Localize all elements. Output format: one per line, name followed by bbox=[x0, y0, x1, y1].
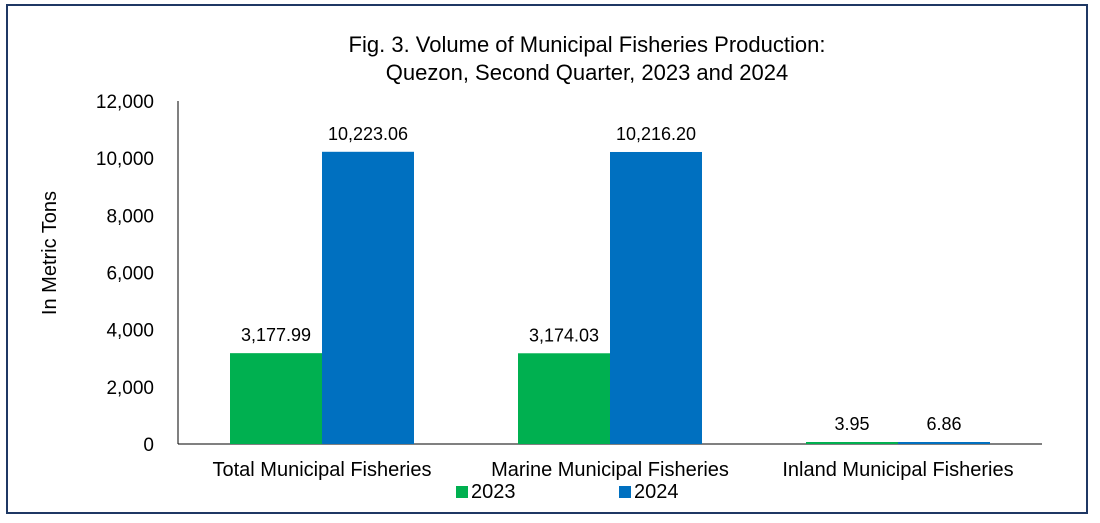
legend-label: 2024 bbox=[634, 481, 679, 503]
y-axis: 0 2,000 4,000 6,000 8,000 10,000 12,000 bbox=[96, 92, 1042, 456]
x-category-label: Inland Municipal Fisheries bbox=[782, 459, 1013, 481]
data-label: 3,177.99 bbox=[241, 325, 311, 345]
bar-2023-2 bbox=[806, 442, 898, 444]
bar-2024-2 bbox=[898, 442, 990, 444]
y-tick-label: 2,000 bbox=[106, 378, 154, 399]
bar-2023-1 bbox=[518, 353, 610, 444]
y-axis-label: In Metric Tons bbox=[39, 191, 61, 315]
y-tick-label: 12,000 bbox=[96, 92, 154, 113]
data-label: 6.86 bbox=[926, 414, 961, 434]
legend-swatch-2023 bbox=[456, 486, 468, 498]
data-label: 10,223.06 bbox=[328, 124, 408, 144]
bars bbox=[230, 151, 990, 445]
legend-swatch-2024 bbox=[619, 486, 631, 498]
y-tick-label: 8,000 bbox=[106, 206, 154, 227]
data-label: 3,174.03 bbox=[529, 325, 599, 345]
data-label: 3.95 bbox=[834, 414, 869, 434]
data-labels: 3,177.99 10,223.06 3,174.03 10,216.20 3.95 6.… bbox=[241, 124, 962, 434]
bar-2024-0 bbox=[322, 151, 414, 444]
chart-title: Fig. 3. Volume of Municipal Fisheries Pr… bbox=[349, 32, 826, 85]
y-tick-label: 10,000 bbox=[96, 149, 154, 170]
y-tick-label: 0 bbox=[143, 435, 154, 456]
x-category-label: Marine Municipal Fisheries bbox=[491, 459, 729, 481]
data-label: 10,216.20 bbox=[616, 124, 696, 144]
chart-title-line: Quezon, Second Quarter, 2023 and 2024 bbox=[386, 60, 788, 85]
x-category-label: Total Municipal Fisheries bbox=[213, 459, 432, 481]
y-tick-label: 4,000 bbox=[106, 321, 154, 342]
legend: 2023 2024 bbox=[456, 481, 679, 503]
chart-title-line: Fig. 3. Volume of Municipal Fisheries Pr… bbox=[349, 32, 826, 57]
y-tick-label: 6,000 bbox=[106, 264, 154, 285]
bar-2023-0 bbox=[230, 353, 322, 444]
legend-label: 2023 bbox=[471, 481, 516, 503]
x-axis-categories: Total Municipal Fisheries Marine Municipa… bbox=[213, 459, 1014, 481]
chart-frame bbox=[6, 4, 1088, 514]
bar-2024-1 bbox=[610, 151, 702, 445]
